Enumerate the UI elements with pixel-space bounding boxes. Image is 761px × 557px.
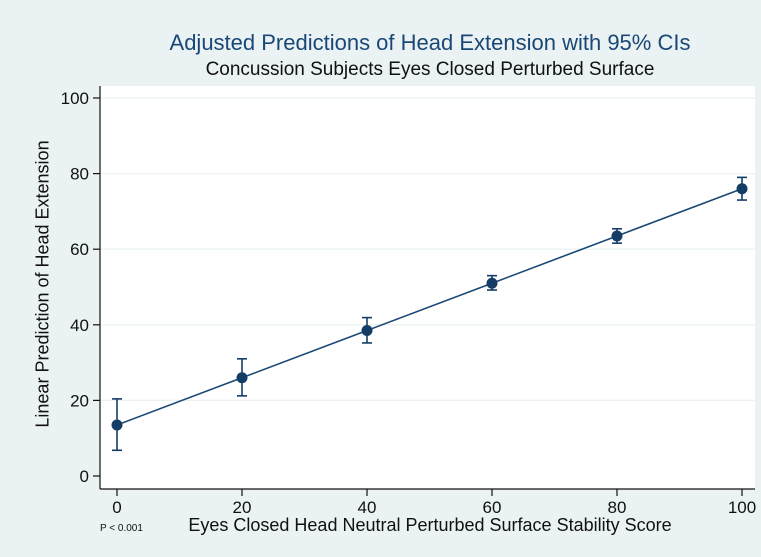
x-tick-label: 100 (728, 498, 756, 517)
data-point (611, 230, 623, 242)
data-point (736, 183, 748, 195)
chart-title: Adjusted Predictions of Head Extension w… (169, 30, 691, 55)
x-tick-label: 80 (608, 498, 627, 517)
gridlines (101, 97, 755, 402)
y-axis-label: Linear Prediction of Head Extension (32, 140, 53, 428)
data-point (236, 372, 248, 384)
y-tick-label: 40 (70, 316, 89, 335)
x-tick-label: 40 (358, 498, 377, 517)
data-point (486, 277, 498, 289)
x-tick-label: 20 (233, 498, 252, 517)
x-ticks: 0 20 40 60 80 100 (112, 489, 756, 517)
series-group (111, 176, 748, 452)
y-ticks: 0 20 40 60 80 100 (61, 89, 100, 486)
y-tick-label: 60 (70, 240, 89, 259)
p-value-annotation: P < 0.001 (100, 523, 143, 534)
series-line (116, 187, 743, 426)
data-point (361, 324, 373, 336)
data-point (111, 419, 123, 431)
y-tick-label: 100 (61, 89, 89, 108)
y-tick-label: 0 (80, 467, 89, 486)
x-axis-label: Eyes Closed Head Neutral Perturbed Surfa… (188, 515, 672, 535)
chart-subtitle: Concussion Subjects Eyes Closed Perturbe… (205, 59, 655, 80)
x-tick-label: 0 (112, 498, 121, 517)
x-tick-label: 60 (483, 498, 502, 517)
y-tick-label: 80 (70, 165, 89, 184)
plot-background (100, 86, 755, 489)
y-tick-label: 20 (70, 391, 89, 410)
